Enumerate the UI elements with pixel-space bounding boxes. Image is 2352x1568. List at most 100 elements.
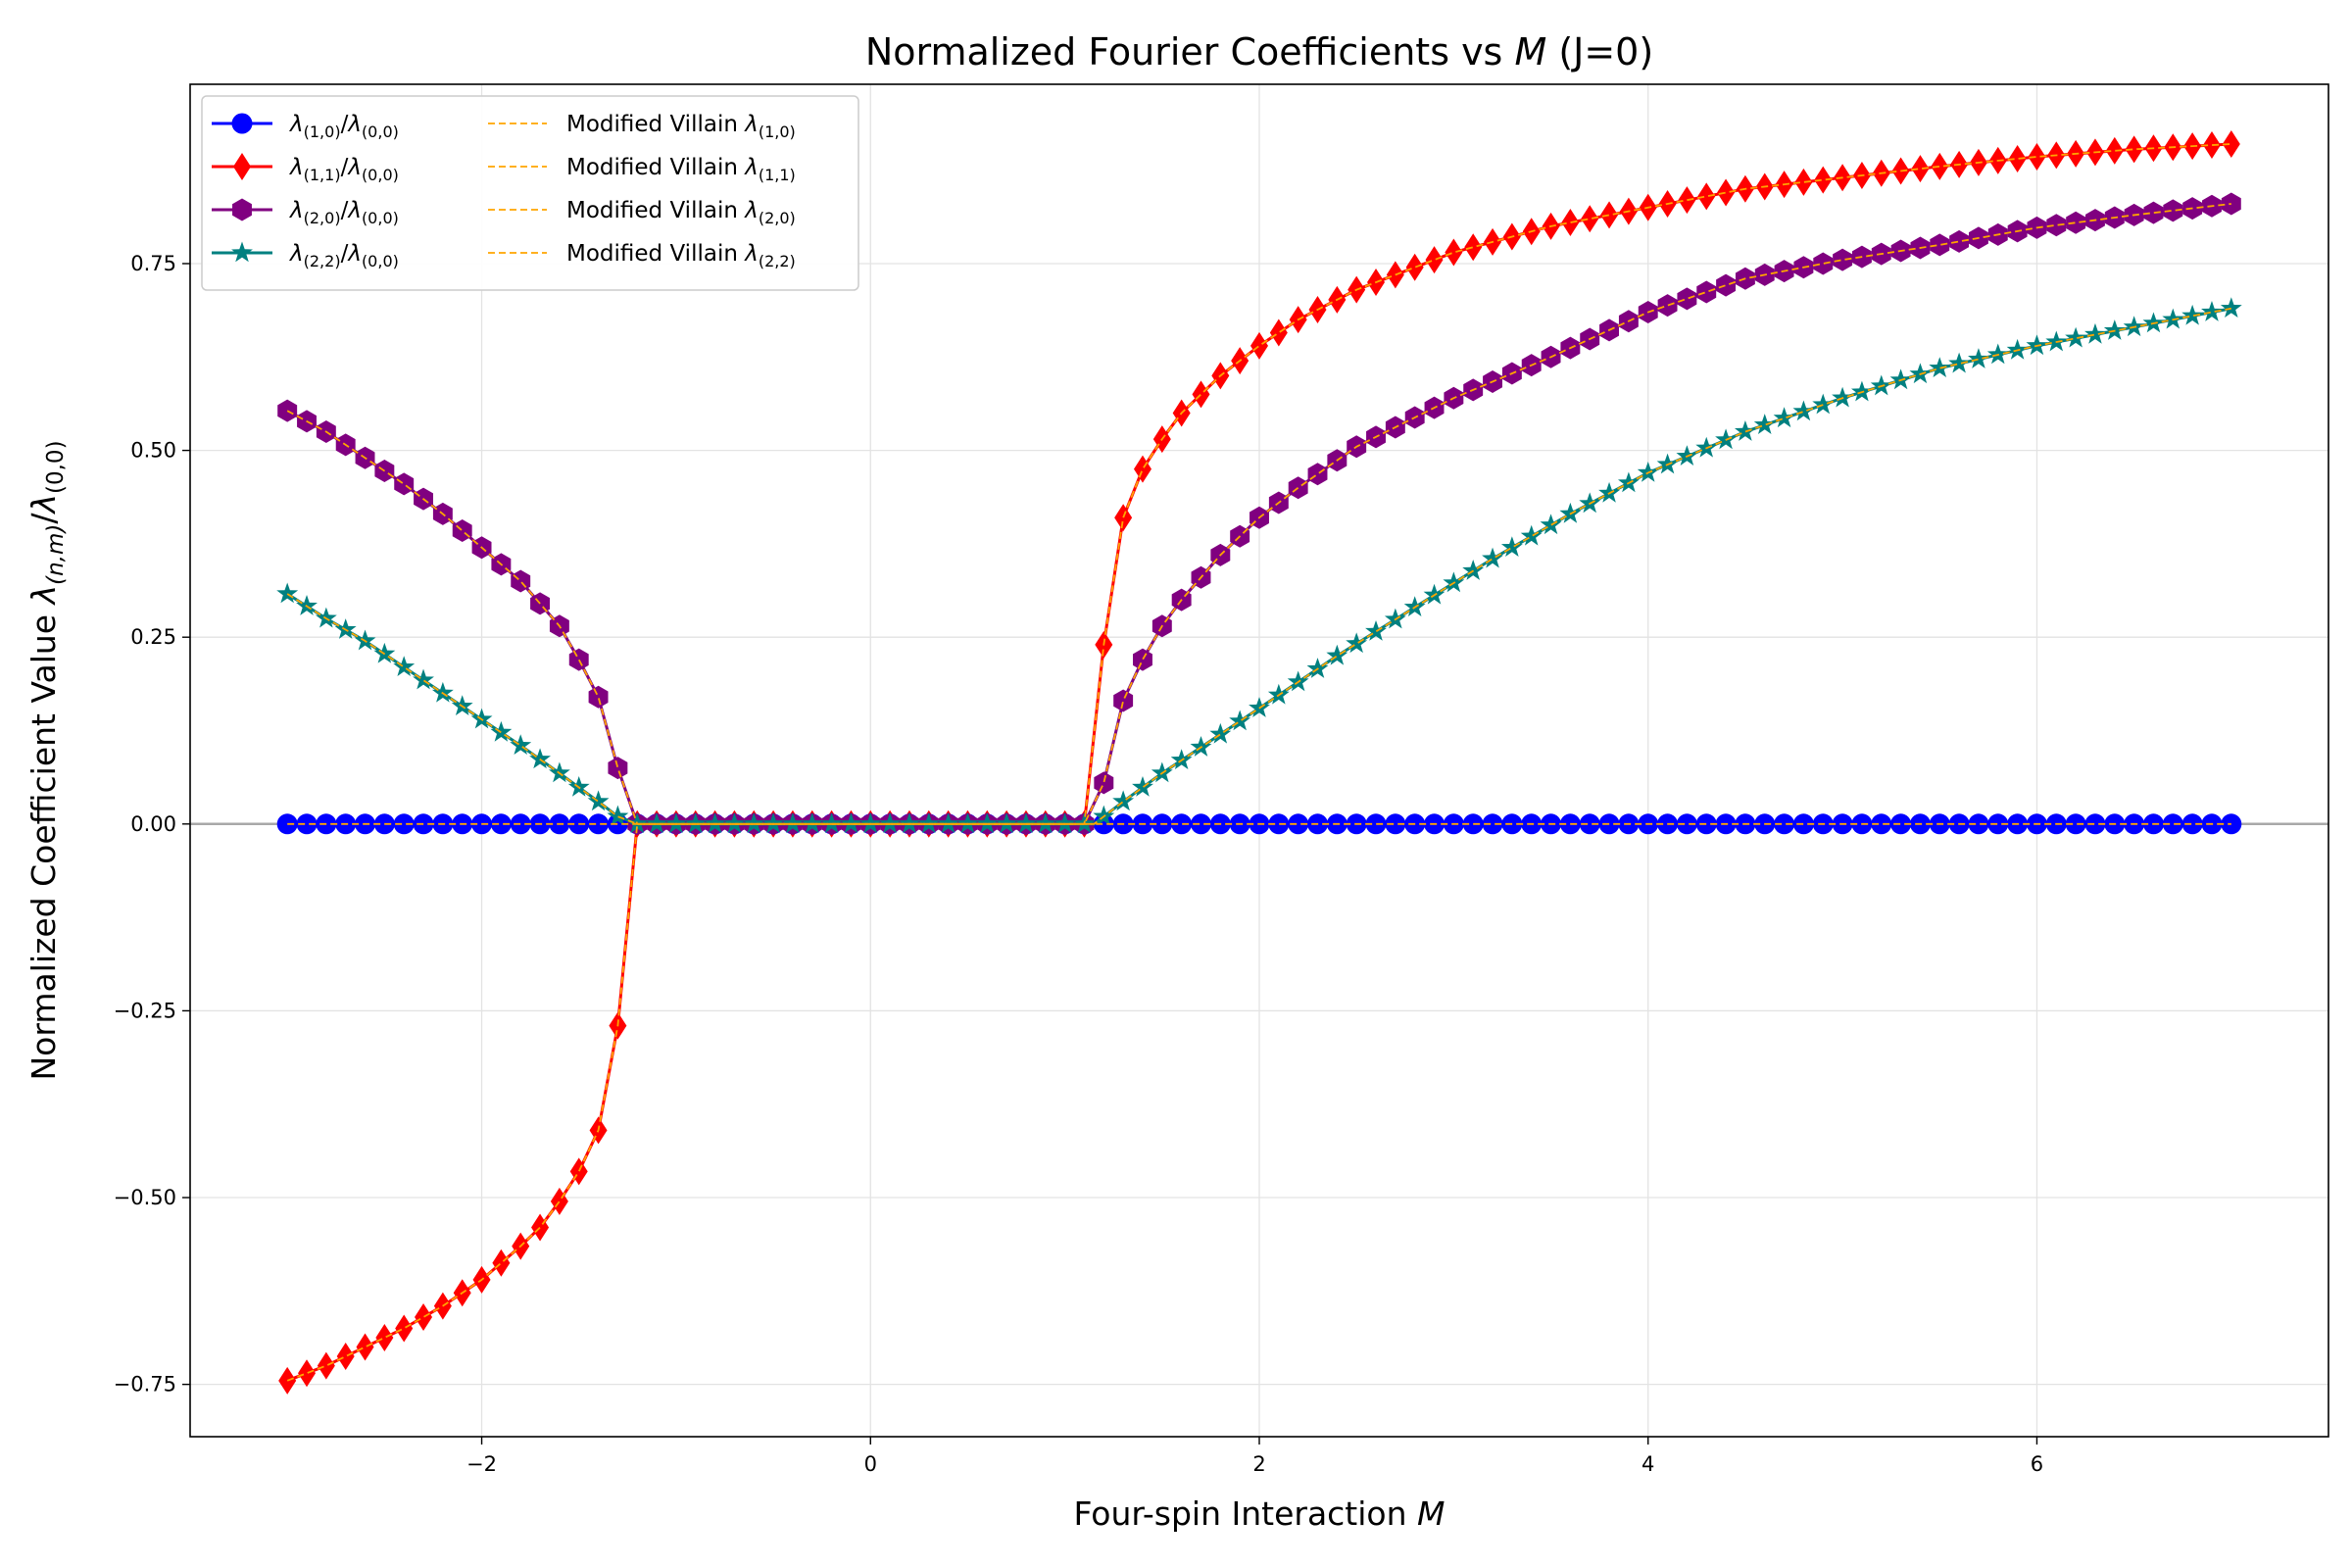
y-tick-label: −0.25 [114, 999, 176, 1022]
data-point [1909, 363, 1932, 384]
ticks-layer: −2 0 2 4 6 −0.75 −0.50 −0.25 0.00 0.25 0.50 0.75 [114, 252, 2044, 1476]
legend-marker [231, 241, 253, 263]
data-point [2162, 813, 2183, 835]
data-point [1114, 504, 1133, 532]
data-point [1695, 436, 1718, 458]
data-point [336, 1343, 355, 1371]
data-point [1190, 736, 1212, 757]
data-point [588, 685, 609, 709]
data-point [296, 813, 318, 835]
data-point [859, 812, 882, 834]
data-point [431, 681, 454, 703]
data-point [1717, 178, 1736, 207]
data-point [1676, 445, 1698, 466]
data-point [1968, 813, 1989, 835]
data-point [1229, 710, 1251, 731]
data-point [1931, 152, 1949, 180]
y-tick-label: 0.75 [130, 252, 176, 275]
data-point [276, 582, 299, 604]
data-point [1987, 813, 2009, 835]
data-point [1600, 201, 1619, 229]
data-point [298, 1359, 317, 1388]
series-layer [276, 129, 2242, 1395]
x-axis-title: Four-spin Interaction M [1074, 1494, 1446, 1533]
data-point [1948, 352, 1971, 373]
data-point [1365, 813, 1387, 835]
data-point [2220, 297, 2242, 318]
data-point [1268, 813, 1290, 835]
data-point [334, 618, 357, 639]
data-point [1832, 386, 1854, 408]
villain-dashed-line [286, 143, 2231, 1382]
data-point [2125, 135, 2143, 164]
data-point [2028, 142, 2046, 171]
data-point [394, 472, 415, 496]
data-point [1112, 790, 1135, 811]
data-point [1850, 380, 1873, 402]
data-point [1306, 658, 1329, 678]
legend-label: λ(1,1)/λ(0,0) [288, 155, 399, 184]
data-point [976, 812, 999, 834]
data-point [1930, 233, 1950, 257]
data-point [568, 648, 589, 671]
data-point [1637, 461, 1659, 482]
data-point [1889, 368, 1912, 390]
legend-label: Modified Villain λ(1,0) [566, 112, 796, 141]
data-point [1812, 393, 1835, 415]
data-point [1015, 812, 1037, 834]
data-point [723, 812, 746, 834]
data-point [2046, 214, 2067, 237]
data-point [1288, 476, 1308, 500]
data-point [1113, 689, 1134, 712]
data-point [373, 642, 396, 663]
data-point [743, 812, 765, 834]
data-point [646, 812, 668, 834]
data-point [393, 656, 416, 676]
data-point [1170, 749, 1193, 770]
data-point [587, 790, 610, 811]
data-point [2222, 129, 2240, 158]
data-point [415, 1303, 433, 1332]
data-point [1209, 722, 1232, 744]
data-point [1346, 632, 1368, 654]
data-point [1403, 596, 1426, 617]
data-point [1365, 619, 1387, 641]
data-point [2026, 334, 2048, 356]
x-tick-label: 2 [1252, 1452, 1265, 1476]
legend-label: λ(1,0)/λ(0,0) [288, 112, 399, 141]
data-point [1890, 813, 1912, 835]
data-point [1579, 813, 1600, 835]
data-point [2084, 322, 2106, 344]
data-point [2181, 304, 2204, 325]
data-point [588, 813, 610, 835]
data-point [510, 734, 532, 756]
legend-label: Modified Villain λ(2,0) [566, 198, 796, 227]
data-point [2143, 201, 2164, 224]
data-point [1697, 182, 1716, 211]
data-point [664, 812, 687, 834]
data-point [1326, 644, 1348, 665]
data-point [1171, 813, 1193, 835]
data-point [2181, 813, 2203, 835]
data-point [2162, 308, 2184, 329]
data-point [1968, 348, 1989, 368]
y-axis-title: Normalized Coefficient Value λ(n,m)/λ(0,… [24, 440, 69, 1080]
data-point [840, 812, 862, 834]
data-point [1269, 318, 1288, 347]
data-point [781, 812, 804, 834]
data-point [1267, 683, 1290, 705]
data-point [1561, 209, 1580, 237]
legend-marker [231, 113, 253, 134]
data-point [2065, 326, 2087, 348]
data-point [1792, 400, 1815, 421]
data-point [2065, 813, 2086, 835]
legend-label: λ(2,2)/λ(0,0) [288, 241, 399, 270]
data-point [1676, 813, 1697, 835]
x-tick-label: 6 [2031, 1452, 2043, 1476]
y-tick-label: 0.50 [130, 439, 176, 463]
data-point [2202, 131, 2221, 160]
data-point [296, 595, 318, 615]
data-point [2084, 813, 2106, 835]
data-point [2066, 211, 2086, 234]
